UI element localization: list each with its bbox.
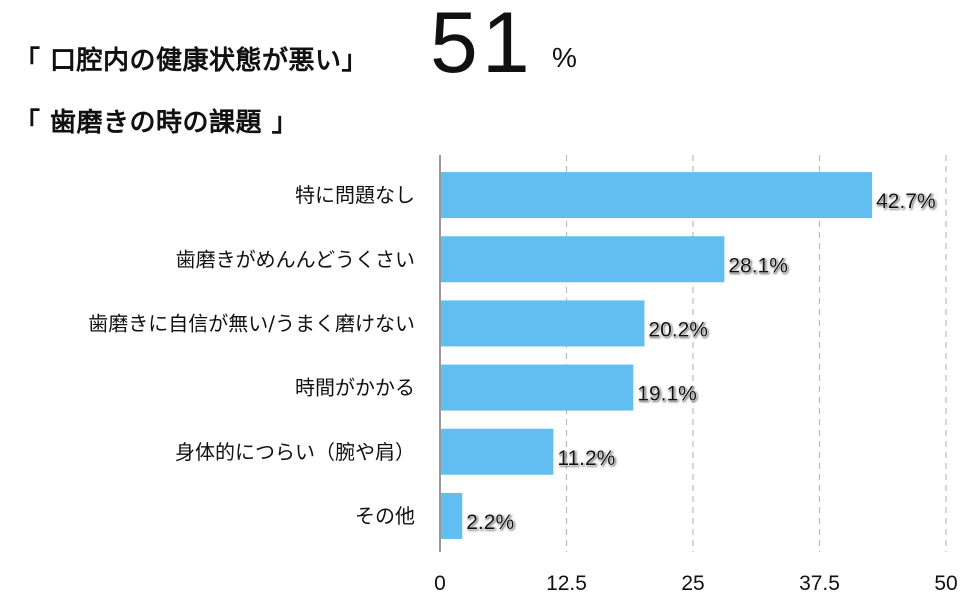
category-label-1: 歯磨きがめんんどうくさい	[176, 247, 415, 271]
headline-percentage-value: 51	[430, 0, 534, 91]
value-label-4: 11.2%	[557, 447, 615, 470]
x-tick-label-2: 25	[681, 572, 704, 595]
value-label-1: 28.1%	[728, 254, 788, 277]
value-label-2: 20.2%	[648, 318, 708, 341]
value-label-3: 19.1%	[637, 383, 697, 406]
bar-1	[441, 236, 725, 283]
value-label-5: 2.2%	[466, 511, 514, 534]
value-label-0: 42.7%	[876, 190, 936, 213]
category-label-3: 時間がかかる	[295, 376, 415, 400]
bar-4	[441, 428, 554, 475]
bar-5	[441, 492, 463, 539]
chart-title-main: 「 口腔内の健康状態が悪い」	[14, 46, 369, 76]
x-tick-label-3: 37.5	[799, 572, 840, 595]
category-label-4: 身体的につらい（腕や肩）	[175, 440, 415, 464]
x-tick-label-0: 0	[434, 572, 446, 595]
category-label-5: その他	[355, 504, 415, 528]
bar-2	[441, 300, 645, 347]
category-label-0: 特に問題なし	[295, 183, 415, 207]
x-tick-label-1: 12.5	[546, 572, 587, 595]
category-label-2: 歯磨きに自信が無い/うまく磨けない	[88, 311, 415, 335]
headline-percentage-unit: %	[552, 42, 577, 73]
bar-3	[441, 364, 634, 411]
x-tick-label-4: 50	[934, 572, 957, 595]
chart-subtitle: 「 歯磨きの時の課題 」	[14, 108, 299, 138]
bar-0	[441, 172, 873, 219]
